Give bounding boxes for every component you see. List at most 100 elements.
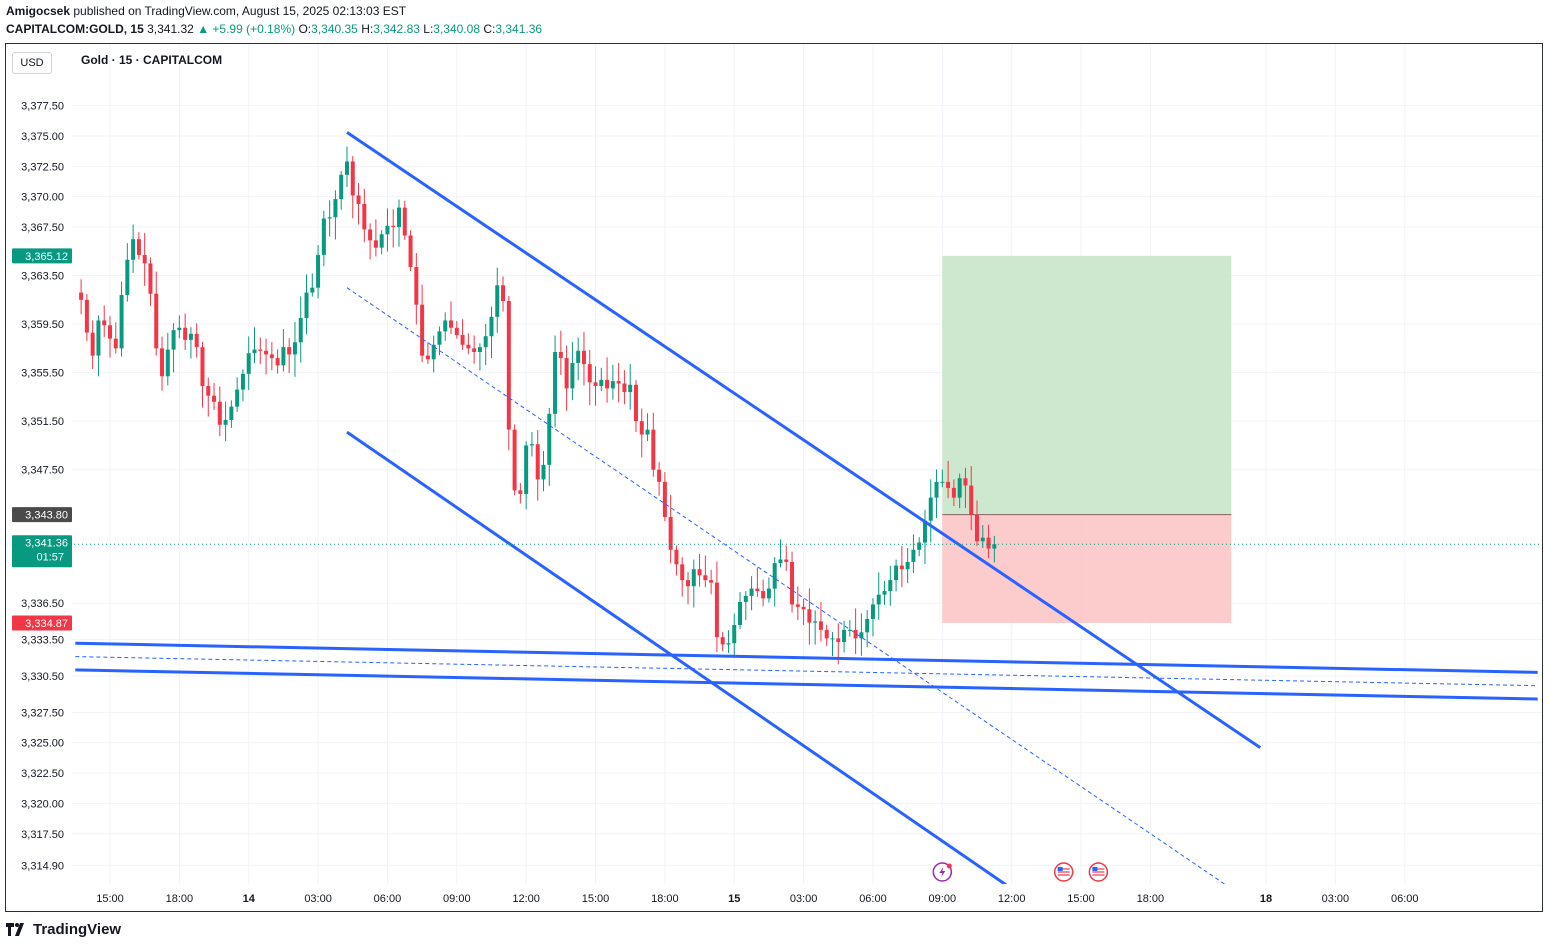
candle-body[interactable] <box>483 336 488 348</box>
candle-body[interactable] <box>160 348 165 377</box>
candle-body[interactable] <box>639 421 644 435</box>
candle-body[interactable] <box>264 350 269 355</box>
candle-body[interactable] <box>986 537 991 549</box>
candle-body[interactable] <box>610 381 615 389</box>
candle-body[interactable] <box>801 606 806 610</box>
candle-body[interactable] <box>691 569 696 587</box>
candle-body[interactable] <box>975 514 979 542</box>
candle-body[interactable] <box>732 625 737 644</box>
candle-body[interactable] <box>657 469 662 482</box>
candle-body[interactable] <box>223 419 228 425</box>
candle-body[interactable] <box>917 542 922 550</box>
candle-body[interactable] <box>628 384 633 393</box>
candle-body[interactable] <box>564 358 569 389</box>
candle-body[interactable] <box>622 383 627 393</box>
author[interactable]: Amigocsek <box>6 4 71 18</box>
candle-body[interactable] <box>709 580 714 583</box>
candle-body[interactable] <box>697 569 702 576</box>
candle-body[interactable] <box>605 379 610 389</box>
candle-body[interactable] <box>437 331 442 345</box>
candle-body[interactable] <box>593 382 598 386</box>
candle-body[interactable] <box>934 481 939 498</box>
candle-body[interactable] <box>813 621 818 623</box>
candle-body[interactable] <box>194 333 199 348</box>
candle-body[interactable] <box>402 207 407 236</box>
candle-body[interactable] <box>356 195 361 204</box>
target-zone[interactable] <box>942 255 1232 515</box>
candle-body[interactable] <box>581 350 586 365</box>
candle-body[interactable] <box>79 292 84 300</box>
candle-body[interactable] <box>847 629 852 631</box>
candle-body[interactable] <box>472 348 477 352</box>
candle-body[interactable] <box>865 618 870 633</box>
candle-body[interactable] <box>766 588 771 599</box>
channel-mid-line[interactable] <box>346 287 1226 886</box>
candle-body[interactable] <box>957 478 962 498</box>
candle-body[interactable] <box>726 643 731 645</box>
candle-body[interactable] <box>217 401 222 425</box>
candle-body[interactable] <box>587 364 592 383</box>
candle-body[interactable] <box>235 389 240 407</box>
candle-body[interactable] <box>316 254 321 288</box>
candle-body[interactable] <box>506 301 511 430</box>
candle-body[interactable] <box>599 379 604 386</box>
candle-body[interactable] <box>142 254 147 264</box>
support-upper-line[interactable] <box>75 641 1538 674</box>
candle-body[interactable] <box>755 588 760 592</box>
candle-body[interactable] <box>292 342 297 355</box>
candle-body[interactable] <box>535 444 540 480</box>
candle-body[interactable] <box>287 347 292 355</box>
candle-body[interactable] <box>876 594 881 605</box>
candle-body[interactable] <box>853 629 858 639</box>
candle-body[interactable] <box>414 267 419 305</box>
candle-body[interactable] <box>408 235 413 268</box>
candle-body[interactable] <box>951 487 956 498</box>
candle-body[interactable] <box>449 320 454 328</box>
candle-body[interactable] <box>368 229 373 241</box>
candle-body[interactable] <box>818 621 823 630</box>
candle-body[interactable] <box>784 559 789 562</box>
candle-body[interactable] <box>969 485 974 515</box>
candle-body[interactable] <box>645 429 650 435</box>
candle-body[interactable] <box>304 292 309 319</box>
candle-body[interactable] <box>350 161 355 196</box>
candle-body[interactable] <box>524 445 529 494</box>
candle-body[interactable] <box>125 259 130 295</box>
candle-body[interactable] <box>420 304 425 356</box>
candle-body[interactable] <box>489 316 494 337</box>
candle-body[interactable] <box>842 629 847 643</box>
candle-body[interactable] <box>905 561 910 570</box>
candle-body[interactable] <box>946 481 951 488</box>
candle-body[interactable] <box>940 481 945 483</box>
candle-body[interactable] <box>738 601 743 626</box>
candle-body[interactable] <box>529 444 534 446</box>
candle-body[interactable] <box>680 564 685 581</box>
candle-body[interactable] <box>373 240 378 248</box>
candle-body[interactable] <box>443 320 448 332</box>
candle-body[interactable] <box>269 354 274 359</box>
candle-body[interactable] <box>911 549 916 562</box>
candle-body[interactable] <box>119 294 124 349</box>
support-lower-line[interactable] <box>75 668 1538 701</box>
channel-lower-line[interactable] <box>346 430 1007 886</box>
candle-body[interactable] <box>512 429 517 491</box>
candle-body[interactable] <box>454 327 459 336</box>
candle-body[interactable] <box>894 565 899 581</box>
candle-body[interactable] <box>714 582 719 638</box>
currency-badge[interactable]: USD <box>12 52 52 74</box>
candle-body[interactable] <box>824 629 829 639</box>
candle-body[interactable] <box>495 285 500 317</box>
candle-body[interactable] <box>431 344 436 360</box>
candle-body[interactable] <box>633 384 638 422</box>
candle-body[interactable] <box>558 352 563 359</box>
candle-body[interactable] <box>662 481 667 518</box>
candle-body[interactable] <box>859 632 864 639</box>
candle-body[interactable] <box>547 413 552 465</box>
candle-body[interactable] <box>477 347 482 352</box>
candle-body[interactable] <box>252 349 257 354</box>
candle-body[interactable] <box>899 565 904 570</box>
candle-body[interactable] <box>96 320 101 356</box>
candle-body[interactable] <box>466 344 471 349</box>
candle-body[interactable] <box>778 559 783 564</box>
